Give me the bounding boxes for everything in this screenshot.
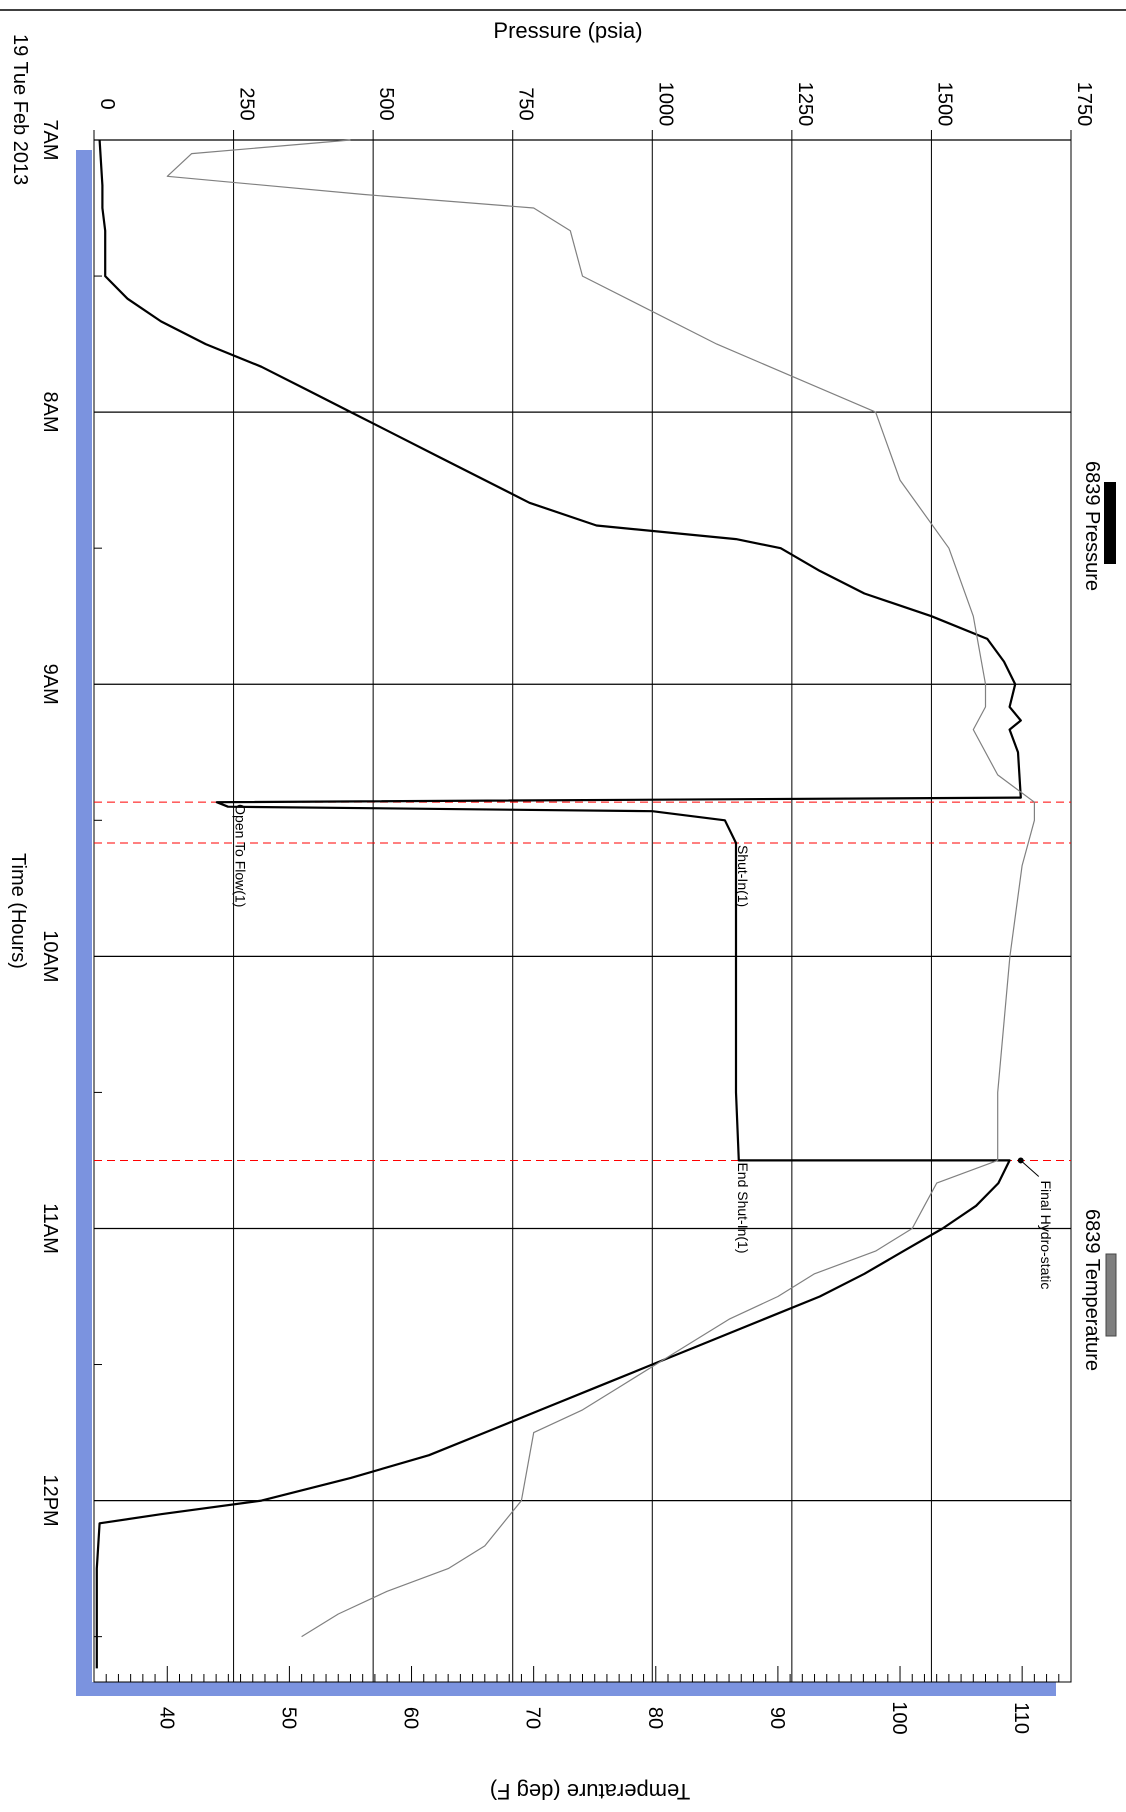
bottom-axis-bar (76, 1682, 1056, 1696)
time-tick-label: 8AM (39, 392, 61, 433)
temperature-tick-label: 80 (644, 1707, 666, 1729)
event-marker-label: Shut-In(1) (735, 845, 751, 907)
pressure-tick-label: 1250 (794, 82, 816, 127)
event-marker-label: End Shut-In(1) (735, 1162, 751, 1253)
date-label: 19 Tue Feb 2013 (9, 34, 31, 185)
temperature-tick-label: 110 (1010, 1702, 1032, 1734)
time-tick-label: 7AM (39, 119, 61, 160)
temperature-axis-title: Temperature (deg F) (490, 1779, 691, 1804)
pressure-series-line (95, 139, 1022, 1669)
time-tick-label: 10AM (39, 930, 61, 982)
pressure-tick-label: 1750 (1073, 82, 1095, 127)
legend: 6839 Pressure 6839 Temperature (1081, 461, 1117, 1371)
legend-temperature-label: 6839 Temperature (1081, 1209, 1103, 1371)
legend-temperature-swatch (1105, 1253, 1117, 1337)
temperature-tick-label: 50 (277, 1707, 299, 1729)
legend-pressure-label: 6839 Pressure (1081, 461, 1103, 591)
axis-ticks: 7AM 8AM 9AM 10AM 11AM 12PM 0 250 500 750 1000 1250 1… (39, 82, 1095, 1735)
pressure-tick-label: 0 (96, 98, 118, 109)
temperature-tick-label: 100 (888, 1701, 910, 1734)
time-tick-label: 12PM (39, 1474, 61, 1526)
temperature-tick-label: 60 (400, 1707, 422, 1729)
temperature-series-line (166, 139, 1036, 1638)
time-tick-label: 11AM (39, 1203, 61, 1254)
series-layer (95, 139, 1040, 1669)
temperature-tick-label: 90 (766, 1707, 788, 1729)
final-hydrostatic-label: Final Hydro-static (1038, 1180, 1054, 1289)
event-marker-label: Open To Flow(1) (233, 804, 249, 907)
final-hydrostatic-leader (1020, 1160, 1040, 1177)
time-axis-bar (76, 150, 92, 1696)
legend-pressure-swatch (1104, 482, 1116, 564)
time-axis-title: Time (Hours) (7, 853, 29, 969)
pressure-axis-title: Pressure (psia) (493, 18, 642, 43)
plot-frame (93, 139, 1072, 1683)
pressure-tick-label: 1000 (654, 82, 676, 127)
pressure-tick-label: 1500 (933, 82, 955, 127)
time-tick-label: 9AM (39, 664, 61, 705)
pressure-tick-label: 500 (375, 87, 397, 120)
pressure-tick-label: 750 (515, 87, 537, 120)
grid (93, 130, 1072, 1682)
temperature-tick-label: 40 (155, 1707, 177, 1729)
temperature-tick-label: 70 (522, 1707, 544, 1729)
pressure-tick-label: 250 (236, 87, 258, 120)
